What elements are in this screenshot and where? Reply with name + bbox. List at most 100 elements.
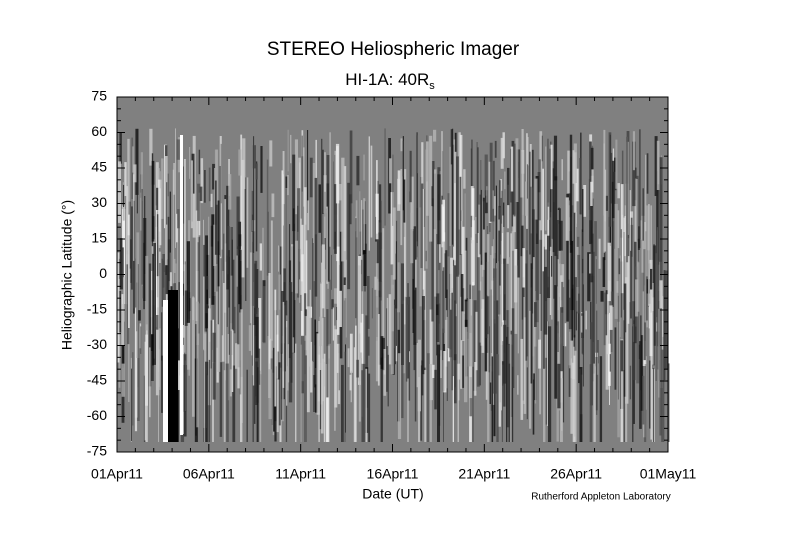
image-streak xyxy=(332,307,334,341)
y-tick-label: -45 xyxy=(87,372,107,388)
image-streak xyxy=(182,283,184,325)
image-streak xyxy=(280,246,283,354)
image-streak xyxy=(176,139,180,160)
credit: Rutherford Appleton Laboratory xyxy=(531,492,671,503)
image-streak xyxy=(462,226,465,289)
image-streak xyxy=(590,181,593,206)
image-streak xyxy=(335,143,340,204)
image-streak xyxy=(473,300,477,391)
image-streak xyxy=(143,242,145,310)
image-streak xyxy=(367,276,370,329)
image-streak xyxy=(656,140,660,190)
image-streak xyxy=(652,297,655,365)
image-streak xyxy=(484,154,488,196)
image-streak xyxy=(253,136,255,253)
image-streak xyxy=(478,204,481,291)
image-streak xyxy=(453,265,457,361)
image-streak xyxy=(363,154,365,181)
image-streak xyxy=(420,177,423,269)
image-streak xyxy=(581,189,584,274)
image-streak xyxy=(496,300,499,355)
image-streak xyxy=(375,193,379,240)
image-streak xyxy=(312,238,314,361)
image-streak xyxy=(268,369,272,420)
image-streak xyxy=(596,310,598,415)
image-streak xyxy=(312,163,316,282)
y-tick-label: -75 xyxy=(87,443,107,459)
image-streak xyxy=(594,221,597,257)
y-tick-label: 15 xyxy=(91,230,107,246)
image-streak xyxy=(526,367,528,420)
image-streak xyxy=(593,363,596,442)
image-streak xyxy=(530,263,533,384)
image-streak xyxy=(447,193,450,257)
image-streak xyxy=(622,370,625,442)
image-streak xyxy=(275,334,279,433)
image-streak xyxy=(511,366,514,442)
image-streak xyxy=(551,238,553,320)
image-streak xyxy=(514,265,518,334)
image-streak xyxy=(461,355,465,388)
image-streak xyxy=(665,270,669,370)
image-streak xyxy=(640,220,643,240)
image-streak xyxy=(474,362,477,396)
image-streak xyxy=(152,253,154,366)
image-streak xyxy=(548,219,551,251)
image-streak xyxy=(624,205,628,333)
image-streak xyxy=(471,240,475,283)
image-streak xyxy=(460,274,464,341)
cme-streak xyxy=(168,290,178,442)
image-streak xyxy=(397,353,402,439)
image-streak xyxy=(624,216,626,257)
image-streak xyxy=(365,315,369,408)
image-streak xyxy=(382,228,385,354)
image-streak xyxy=(257,348,261,385)
image-streak xyxy=(149,347,151,418)
image-streak xyxy=(568,297,573,330)
image-streak xyxy=(501,190,503,224)
image-streak xyxy=(417,339,421,412)
image-streak xyxy=(130,239,132,283)
image-streak xyxy=(380,357,383,442)
image-streak xyxy=(152,216,155,240)
image-streak xyxy=(400,169,403,246)
image-streak xyxy=(233,306,236,334)
image-streak xyxy=(189,147,191,179)
image-streak xyxy=(621,150,624,215)
image-streak xyxy=(127,138,130,236)
image-streak xyxy=(433,129,437,142)
y-tick-label: -60 xyxy=(87,407,107,423)
image-streak xyxy=(132,352,134,426)
image-streak xyxy=(300,344,302,442)
image-streak xyxy=(195,324,197,436)
image-streak xyxy=(617,295,619,400)
image-streak xyxy=(204,170,206,203)
image-streak xyxy=(495,185,497,264)
image-streak xyxy=(443,232,446,254)
image-streak xyxy=(424,370,427,442)
image-streak xyxy=(629,365,632,400)
image-streak xyxy=(635,167,637,179)
image-streak xyxy=(543,246,545,369)
image-streak xyxy=(506,327,510,428)
image-streak xyxy=(322,149,324,214)
image-streak xyxy=(558,296,561,411)
image-streak xyxy=(409,351,410,363)
image-streak xyxy=(177,220,178,339)
image-streak xyxy=(567,150,571,194)
image-streak xyxy=(581,315,583,333)
image-streak xyxy=(142,286,144,299)
image-streak xyxy=(590,301,592,340)
image-streak xyxy=(543,368,546,442)
image-streak xyxy=(143,375,145,442)
image-streak xyxy=(392,154,394,226)
image-streak xyxy=(658,286,660,301)
image-streak xyxy=(177,360,182,390)
image-streak xyxy=(441,131,443,196)
image-streak xyxy=(299,279,301,303)
image-streak xyxy=(186,241,190,323)
image-streak xyxy=(380,336,384,369)
image-streak xyxy=(289,224,291,285)
image-streak xyxy=(620,229,622,318)
image-streak xyxy=(599,356,603,442)
